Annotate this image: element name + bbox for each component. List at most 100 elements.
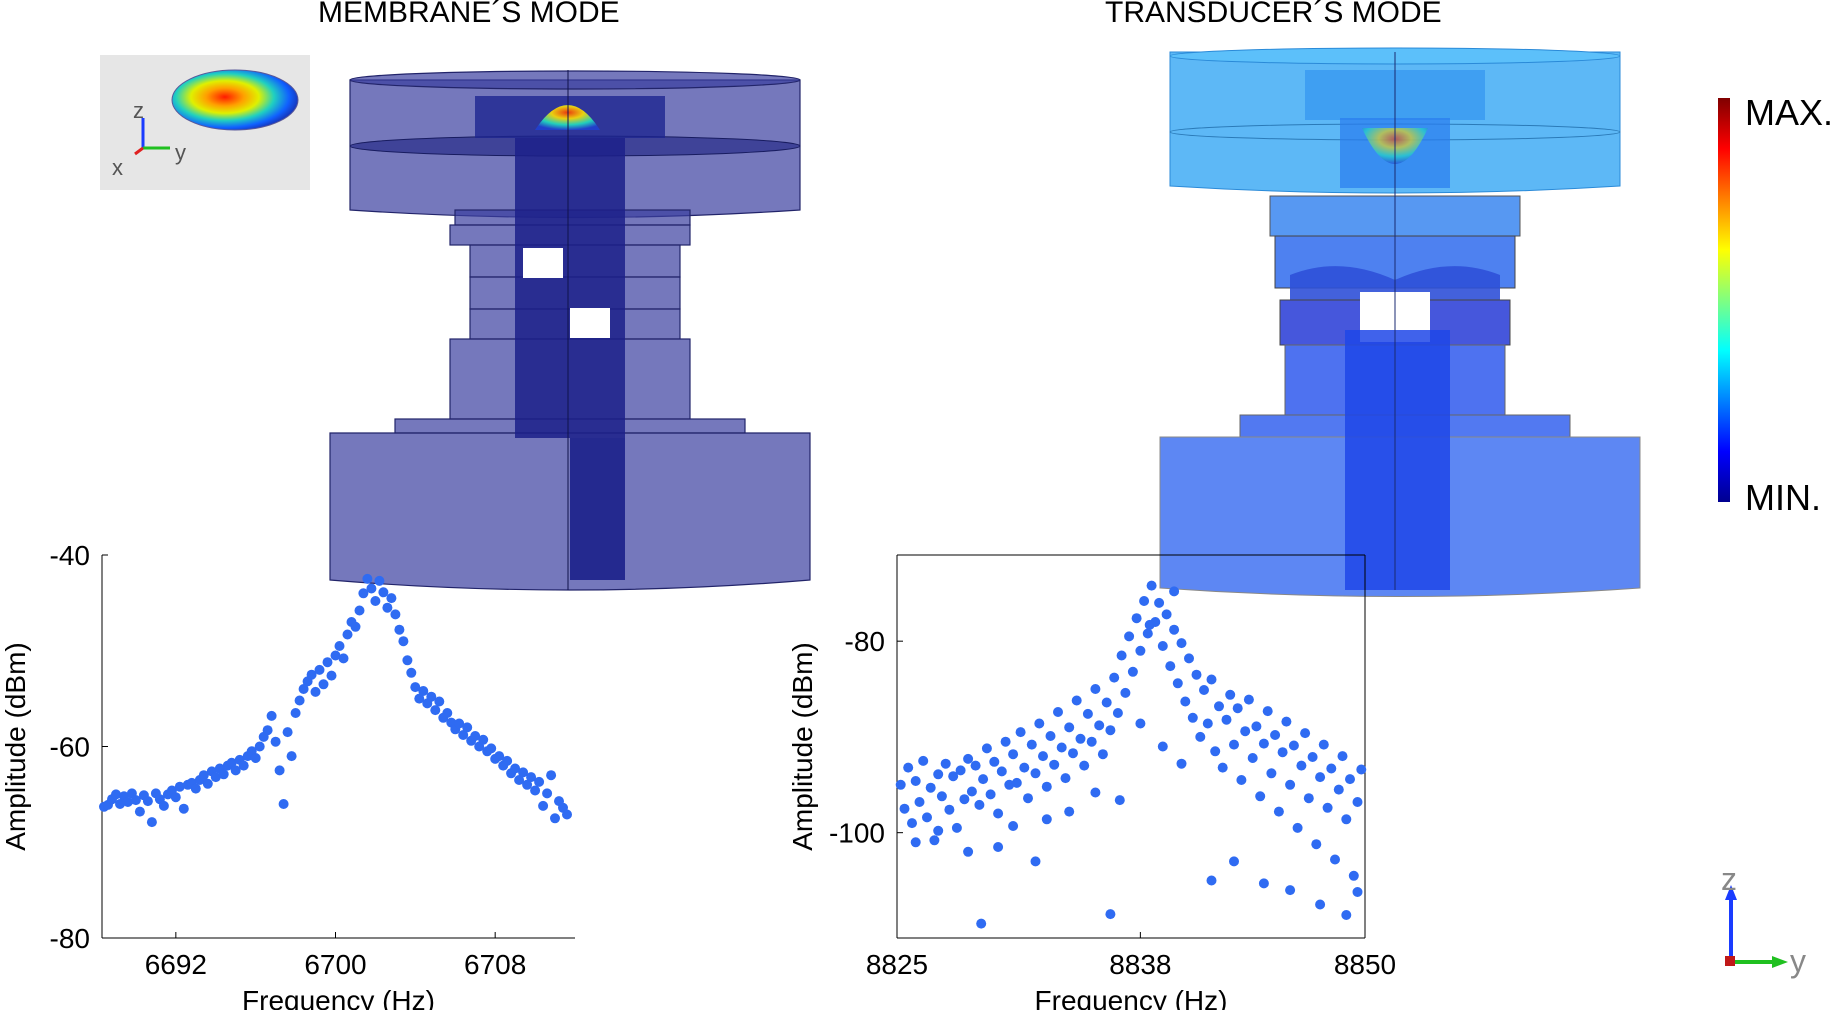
data-point: [1206, 875, 1217, 886]
data-point: [522, 779, 533, 790]
data-point: [1214, 701, 1224, 712]
data-point: [925, 782, 936, 793]
data-point: [1124, 631, 1135, 642]
data-point: [306, 669, 317, 680]
data-point: [330, 650, 341, 661]
colorbar-min-label: MIN.: [1745, 477, 1821, 518]
data-point: [402, 655, 413, 666]
data-point: [1008, 821, 1019, 831]
colorbar: MAX. MIN.: [1718, 92, 1833, 518]
data-point: [1292, 822, 1303, 833]
transducer-resonance-chart: -80 -100 8825 8838 8850 Frequency (Hz) Amplitu…: [787, 554, 1396, 1010]
x-tick-label: 8825: [866, 949, 928, 980]
data-point: [1060, 773, 1071, 784]
data-point: [1165, 661, 1176, 672]
data-point: [940, 758, 951, 769]
data-point: [130, 795, 141, 806]
data-point: [1255, 791, 1266, 802]
data-point: [1315, 772, 1326, 783]
data-point: [270, 736, 281, 747]
data-point: [174, 781, 185, 792]
data-point: [170, 792, 181, 803]
data-point: [430, 705, 441, 716]
y-tick-label: -80: [50, 923, 90, 954]
data-point: [502, 755, 513, 766]
data-point: [286, 751, 297, 762]
data-point: [1348, 870, 1359, 881]
data-point: [963, 846, 974, 857]
data-point: [1195, 731, 1206, 742]
data-point: [1303, 793, 1314, 804]
data-point: [1023, 793, 1033, 804]
data-point: [278, 799, 289, 809]
data-point: [1079, 760, 1090, 771]
data-point: [111, 789, 121, 800]
data-point: [1082, 708, 1093, 719]
data-point: [230, 765, 241, 776]
data-point: [1161, 609, 1172, 620]
data-point: [1176, 758, 1187, 769]
data-point: [390, 609, 401, 620]
data-point: [1285, 779, 1296, 790]
data-point: [1251, 721, 1262, 732]
data-point: [1300, 728, 1311, 739]
data-point: [178, 803, 189, 814]
data-point: [510, 763, 521, 774]
data-point: [1240, 726, 1251, 737]
data-point: [1307, 752, 1318, 762]
data-point: [1341, 814, 1352, 825]
data-point: [1030, 768, 1041, 779]
data-point: [366, 583, 377, 594]
x-axis-label: Frequency (Hz): [1035, 985, 1228, 1010]
data-point: [1236, 775, 1247, 785]
data-point: [1330, 854, 1340, 865]
data-point: [1169, 586, 1180, 597]
data-point: [1135, 718, 1146, 729]
transducer-mode-model: [1159, 47, 1641, 597]
data-point: [122, 797, 133, 807]
data-point: [262, 725, 273, 736]
data-point: [1311, 839, 1322, 850]
data-point: [1229, 739, 1239, 750]
data-point: [298, 684, 309, 694]
data-point: [993, 842, 1004, 852]
data-point: [1097, 749, 1108, 760]
data-point: [538, 800, 549, 811]
data-point: [514, 775, 525, 785]
data-point: [354, 605, 365, 616]
data-point: [314, 664, 325, 675]
data-point: [1258, 738, 1269, 749]
data-point: [1199, 685, 1209, 695]
data-point: [981, 743, 992, 754]
data-point: [922, 812, 932, 823]
data-point: [1004, 779, 1015, 790]
data-point: [1217, 762, 1228, 773]
inset-axis-y-label: y: [175, 140, 186, 165]
data-point: [454, 718, 465, 729]
data-point: [1157, 741, 1168, 752]
y-axis-label: Amplitude (dBm): [787, 642, 818, 851]
data-point: [1356, 764, 1367, 775]
data-point: [158, 800, 169, 811]
data-point: [1086, 736, 1097, 747]
data-point: [1026, 739, 1037, 750]
data-point: [1090, 684, 1101, 694]
data-point: [462, 722, 473, 733]
y-tick-label: -60: [50, 732, 90, 763]
data-point: [374, 575, 385, 586]
data-point: [210, 772, 221, 783]
data-point: [310, 686, 321, 697]
data-point: [1202, 718, 1213, 729]
data-point: [334, 641, 345, 651]
y-tick-label: -80: [845, 626, 885, 657]
data-point: [1270, 730, 1281, 740]
corner-axis-y-label: y: [1790, 943, 1806, 979]
data-point: [951, 822, 962, 833]
data-point: [318, 679, 329, 690]
data-point: [414, 693, 425, 704]
data-point: [1030, 856, 1041, 867]
data-point: [970, 760, 981, 771]
data-point: [470, 731, 481, 741]
data-point: [394, 624, 405, 635]
data-point: [562, 809, 572, 820]
